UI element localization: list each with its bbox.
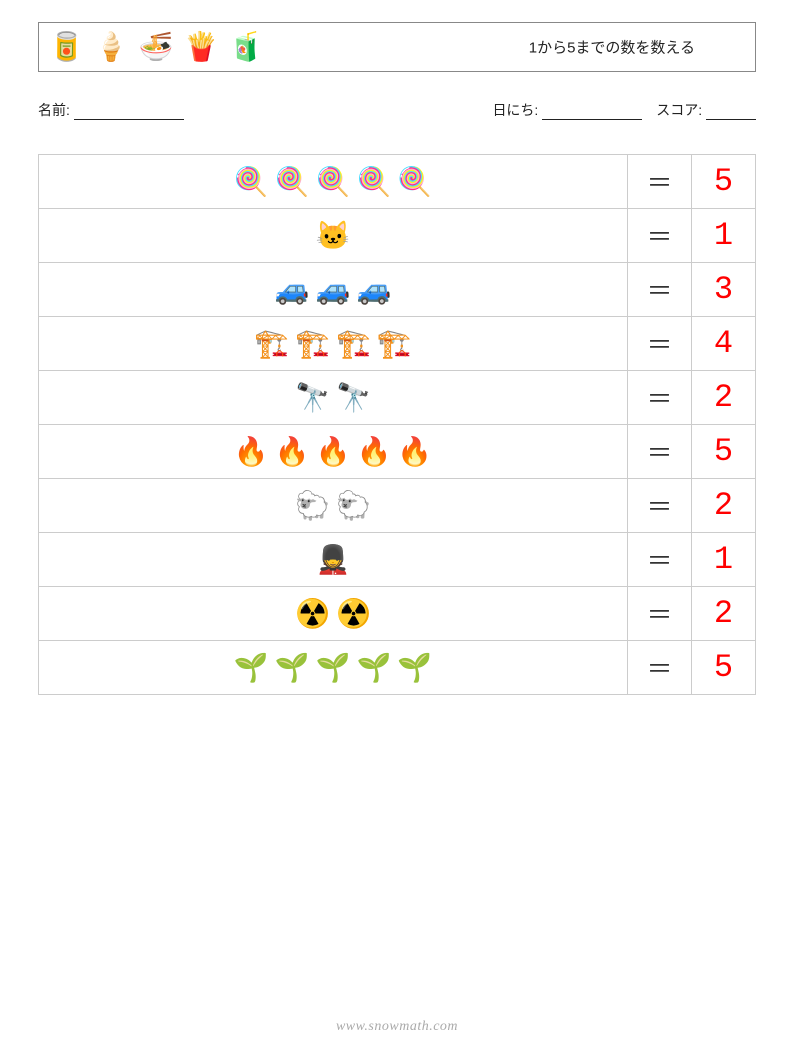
- score-label: スコア:: [656, 100, 756, 120]
- name-blank[interactable]: [74, 106, 184, 120]
- table-row: 💂 ＝1: [39, 533, 755, 587]
- date-label: 日にち:: [492, 100, 642, 120]
- table-row: 🔭🔭＝2: [39, 371, 755, 425]
- footer-url: www.snowmath.com: [0, 1019, 794, 1035]
- table-row: 🚙🚙🚙＝3: [39, 263, 755, 317]
- count-item-icon: 🐑: [295, 492, 330, 520]
- count-item-icon: 🍭: [275, 168, 310, 196]
- answer-cell: 5: [691, 641, 755, 694]
- count-icons-cell: 🐑🐑: [39, 479, 627, 532]
- count-icons-cell: 🔭🔭: [39, 371, 627, 424]
- count-item-icon: 💂: [316, 546, 351, 574]
- equals-cell: ＝: [627, 641, 691, 694]
- count-item-icon: 🐱: [316, 222, 351, 250]
- count-icons-cell: 🌱🌱🌱🌱🌱: [39, 641, 627, 694]
- count-item-icon: 🚙: [275, 276, 310, 304]
- table-row: 🌱🌱🌱🌱🌱＝5: [39, 641, 755, 695]
- table-row: 🍭🍭🍭🍭🍭＝5: [39, 155, 755, 209]
- count-icons-cell: 🐱: [39, 209, 627, 262]
- count-item-icon: 🏗️: [336, 330, 371, 358]
- date-blank[interactable]: [542, 106, 642, 120]
- count-icons-cell: 💂: [39, 533, 627, 586]
- equals-cell: ＝: [627, 209, 691, 262]
- equals-cell: ＝: [627, 587, 691, 640]
- equals-cell: ＝: [627, 155, 691, 208]
- header-food-icon: 🍦: [94, 33, 129, 61]
- answer-cell: 5: [691, 425, 755, 478]
- equals-cell: ＝: [627, 425, 691, 478]
- count-item-icon: 🌱: [234, 654, 269, 682]
- count-item-icon: ☢️: [295, 600, 330, 628]
- count-item-icon: 🍭: [316, 168, 351, 196]
- header-icon-row: 🥫 🍦 🍜 🍟 🧃: [49, 33, 263, 61]
- count-item-icon: 🔭: [295, 384, 330, 412]
- count-icons-cell: ☢️☢️: [39, 587, 627, 640]
- equals-cell: ＝: [627, 263, 691, 316]
- table-row: 🏗️🏗️🏗️🏗️＝4: [39, 317, 755, 371]
- answer-cell: 1: [691, 533, 755, 586]
- worksheet-header: 🥫 🍦 🍜 🍟 🧃 1から5までの数を数える: [38, 22, 756, 72]
- header-food-icon: 🍟: [184, 33, 219, 61]
- worksheet-title: 1から5までの数を数える: [529, 37, 695, 58]
- count-item-icon: 🔥: [316, 438, 351, 466]
- header-food-icon: 🧃: [229, 33, 264, 61]
- score-blank[interactable]: [706, 106, 756, 120]
- header-food-icon: 🍜: [139, 33, 174, 61]
- date-label-text: 日にち:: [492, 102, 538, 118]
- count-icons-cell: 🏗️🏗️🏗️🏗️: [39, 317, 627, 370]
- table-row: ☢️☢️＝2: [39, 587, 755, 641]
- count-item-icon: 🌱: [397, 654, 432, 682]
- meta-row: 名前: 日にち: スコア:: [38, 100, 756, 120]
- count-item-icon: 🍭: [356, 168, 391, 196]
- count-item-icon: 🌱: [275, 654, 310, 682]
- equals-cell: ＝: [627, 371, 691, 424]
- count-item-icon: 🔥: [234, 438, 269, 466]
- count-icons-cell: 🍭🍭🍭🍭🍭: [39, 155, 627, 208]
- answer-cell: 1: [691, 209, 755, 262]
- table-row: 🔥🔥🔥🔥🔥＝5: [39, 425, 755, 479]
- score-label-text: スコア:: [656, 102, 702, 118]
- count-icons-cell: 🔥🔥🔥🔥🔥: [39, 425, 627, 478]
- count-item-icon: 🍭: [234, 168, 269, 196]
- count-item-icon: 🌱: [356, 654, 391, 682]
- answer-cell: 2: [691, 371, 755, 424]
- count-item-icon: 🔥: [275, 438, 310, 466]
- count-item-icon: 🐑: [336, 492, 371, 520]
- count-item-icon: 🔥: [397, 438, 432, 466]
- count-item-icon: 🏗️: [295, 330, 330, 358]
- name-label: 名前:: [38, 100, 184, 120]
- table-row: 🐱 ＝1: [39, 209, 755, 263]
- count-item-icon: 🏗️: [377, 330, 412, 358]
- equals-cell: ＝: [627, 533, 691, 586]
- count-item-icon: 🔥: [356, 438, 391, 466]
- count-item-icon: 🚙: [316, 276, 351, 304]
- count-icons-cell: 🚙🚙🚙: [39, 263, 627, 316]
- name-label-text: 名前:: [38, 102, 70, 118]
- answer-cell: 2: [691, 479, 755, 532]
- answer-cell: 4: [691, 317, 755, 370]
- count-item-icon: 🏗️: [254, 330, 289, 358]
- equals-cell: ＝: [627, 479, 691, 532]
- counting-table: 🍭🍭🍭🍭🍭＝5🐱＝1🚙🚙🚙＝3🏗️🏗️🏗️🏗️＝4🔭🔭＝2🔥🔥🔥🔥🔥＝5🐑🐑＝2…: [38, 154, 756, 695]
- answer-cell: 5: [691, 155, 755, 208]
- equals-cell: ＝: [627, 317, 691, 370]
- header-food-icon: 🥫: [49, 33, 84, 61]
- count-item-icon: 🍭: [397, 168, 432, 196]
- table-row: 🐑🐑＝2: [39, 479, 755, 533]
- answer-cell: 3: [691, 263, 755, 316]
- count-item-icon: ☢️: [336, 600, 371, 628]
- count-item-icon: 🚙: [356, 276, 391, 304]
- count-item-icon: 🌱: [316, 654, 351, 682]
- count-item-icon: 🔭: [336, 384, 371, 412]
- answer-cell: 2: [691, 587, 755, 640]
